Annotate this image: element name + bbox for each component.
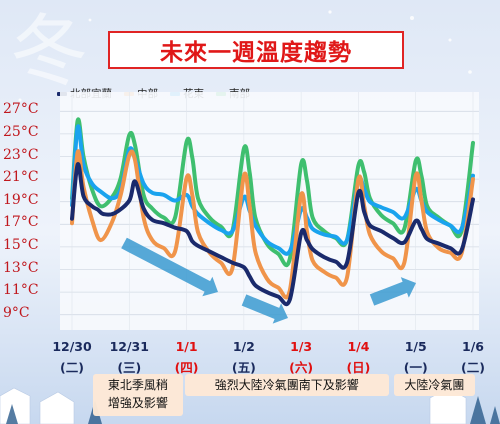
arrow-shape <box>369 277 416 306</box>
y-tick-label: 19°C <box>3 191 39 208</box>
x-date-label: 1/4 <box>347 339 370 354</box>
svg-text:冬: 冬 <box>10 7 88 97</box>
y-tick-label: 25°C <box>3 123 39 140</box>
x-day-label: (二) <box>60 360 84 375</box>
trend-arrow <box>121 237 218 297</box>
x-day-label: (四) <box>174 360 199 375</box>
trend-arrow <box>369 277 416 306</box>
series-line-central <box>70 149 475 300</box>
arrow-shape <box>121 237 218 297</box>
x-date-label: 1/2 <box>232 339 255 354</box>
y-tick-label: 15°C <box>3 236 39 253</box>
x-date-label: 12/31 <box>109 339 149 354</box>
title-box: 未來一週溫度趨勢 <box>108 31 404 69</box>
series-line-north-yilan <box>70 162 475 307</box>
arrow-shape <box>241 294 288 324</box>
y-tick-label: 13°C <box>3 259 39 276</box>
x-date-label: 1/6 <box>462 339 484 354</box>
y-tick-label: 21°C <box>3 169 39 186</box>
x-day-label: (三) <box>117 360 142 375</box>
y-tick-label: 11°C <box>3 282 39 299</box>
x-date-label: 12/30 <box>52 339 92 354</box>
x-date-label: 1/3 <box>290 339 313 354</box>
x-date-label: 1/1 <box>175 339 198 354</box>
y-tick-label: 9°C <box>3 304 30 321</box>
x-day-label: (二) <box>461 360 485 375</box>
x-date-label: 1/5 <box>404 339 427 354</box>
y-tick-label: 27°C <box>3 101 39 118</box>
x-day-label: (一) <box>403 360 428 375</box>
series-line-hualien-taitung <box>70 124 475 256</box>
chart-title: 未來一週溫度趨勢 <box>160 40 352 66</box>
annotation-box: 東北季風稍 增強及影響 <box>92 374 183 416</box>
x-day-label: (日) <box>346 360 371 375</box>
y-tick-label: 23°C <box>3 146 39 163</box>
x-day-label: (六) <box>289 360 314 375</box>
annotation-box: 大陸冷氣團 <box>393 374 475 396</box>
trend-arrow <box>241 294 288 324</box>
y-tick-label: 17°C <box>3 214 39 231</box>
annotation-box: 強烈大陸冷氣團南下及影響 <box>184 374 390 396</box>
x-day-label: (五) <box>231 360 256 375</box>
